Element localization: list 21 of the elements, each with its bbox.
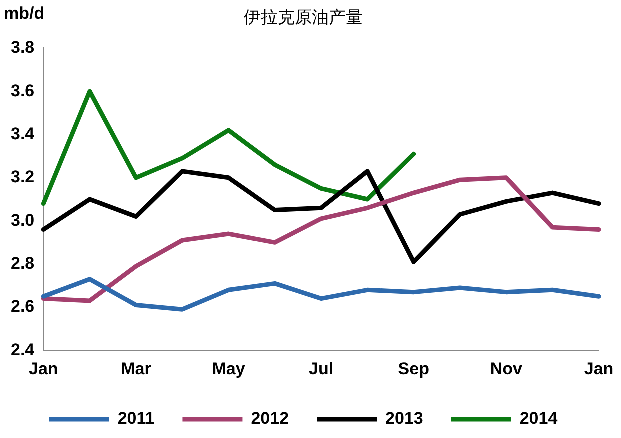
x-tick-label: Jan <box>584 359 614 378</box>
x-tick-label: Jan <box>28 359 58 378</box>
y-tick-label: 3.8 <box>10 38 35 58</box>
legend-label: 2013 <box>386 409 424 428</box>
y-tick-label: 2.6 <box>10 297 35 316</box>
y-tick-label: 3.0 <box>10 210 35 230</box>
y-axis-title: mb/d <box>4 4 45 24</box>
y-tick-label: 3.6 <box>10 81 35 100</box>
x-tick-label: Mar <box>121 359 152 378</box>
x-tick-label: Sep <box>398 359 430 378</box>
x-tick-label: May <box>212 359 246 378</box>
y-tick-label: 3.2 <box>10 168 35 187</box>
y-tick-label: 3.4 <box>10 124 36 144</box>
x-tick-label: Jul <box>309 359 334 378</box>
legend-label: 2012 <box>251 409 290 428</box>
chart-title: 伊拉克原油产量 <box>244 8 363 27</box>
y-tick-label: 2.4 <box>10 340 36 360</box>
legend-label: 2014 <box>520 409 558 428</box>
x-tick-label: Nov <box>490 359 524 378</box>
legend-label: 2011 <box>118 409 155 428</box>
y-tick-label: 2.8 <box>10 254 35 273</box>
